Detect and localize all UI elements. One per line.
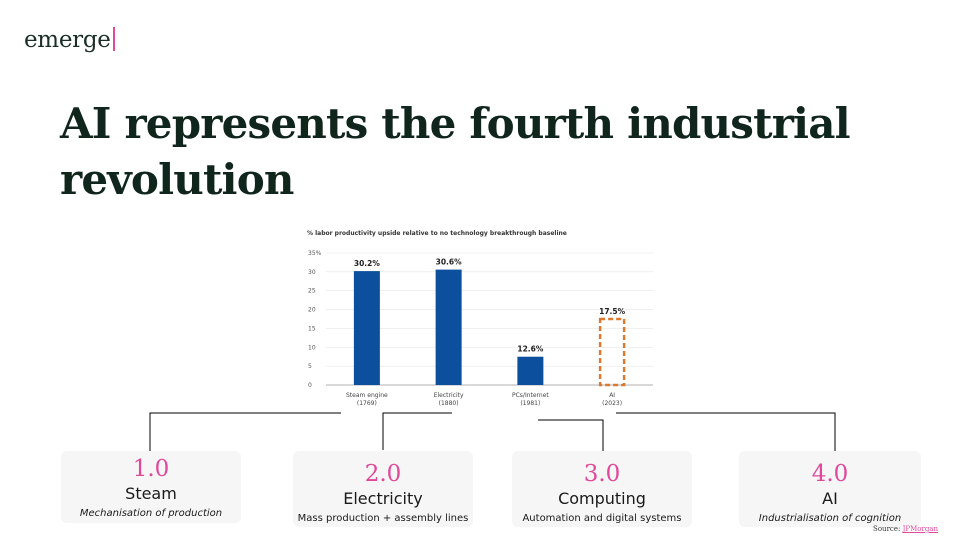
source-label: Source: xyxy=(873,525,901,533)
era-description: Mass production + assembly lines xyxy=(297,513,469,524)
era-number: 1.0 xyxy=(132,456,170,482)
data-label: 12.6% xyxy=(517,345,544,354)
brand-logo: emerge xyxy=(24,27,115,53)
source-note: Source: JPMorgan xyxy=(873,525,938,533)
x-tick-label: AI xyxy=(609,392,615,399)
era-name: AI xyxy=(822,489,838,508)
era-name: Steam xyxy=(125,484,177,503)
y-tick-label: 15 xyxy=(308,325,316,332)
era-name: Electricity xyxy=(343,489,423,508)
connector-computing xyxy=(538,419,604,453)
era-description: Automation and digital systems xyxy=(522,513,682,524)
page-title: AI represents the fourth industrial revo… xyxy=(60,99,851,204)
era-card-electricity: 2.0 Electricity Mass production + assemb… xyxy=(293,451,473,527)
y-tick-label: 35% xyxy=(308,250,322,257)
brand-logo-text: emerge xyxy=(24,27,111,53)
y-tick-label: 25 xyxy=(308,288,316,295)
era-number: 4.0 xyxy=(811,461,849,487)
bar xyxy=(353,271,380,385)
connector-ai xyxy=(616,412,836,455)
x-tick-label: Steam engine xyxy=(346,392,388,399)
era-card-ai: 4.0 AI Industrialisation of cognition xyxy=(739,451,921,527)
era-name: Computing xyxy=(558,489,646,508)
x-tick-year: (1880) xyxy=(439,400,459,407)
productivity-bar-chart: % labor productivity upside relative to … xyxy=(307,230,653,407)
x-tick-year: (1981) xyxy=(520,400,540,407)
bar xyxy=(435,269,462,385)
chart-title: % labor productivity upside relative to … xyxy=(307,230,567,237)
era-description: Industrialisation of cognition xyxy=(758,513,902,524)
source-link[interactable]: JPMorgan xyxy=(902,525,938,533)
x-tick-label: Electricity xyxy=(434,392,464,399)
data-label: 30.2% xyxy=(354,259,381,268)
y-tick-label: 5 xyxy=(308,363,312,370)
y-tick-label: 0 xyxy=(308,382,312,389)
x-tick-year: (1769) xyxy=(357,400,377,407)
era-card-steam: 1.0 Steam Mechanisation of production xyxy=(61,451,241,523)
x-tick-label: PCs/Internet xyxy=(512,392,549,399)
y-tick-label: 30 xyxy=(308,269,316,276)
era-description: Mechanisation of production xyxy=(79,508,223,519)
bar xyxy=(517,356,544,385)
connector-steam xyxy=(149,412,341,452)
data-label: 30.6% xyxy=(436,258,463,267)
data-label: 17.5% xyxy=(599,307,626,316)
x-tick-year: (2023) xyxy=(602,400,622,407)
era-number: 3.0 xyxy=(583,461,621,487)
y-tick-label: 20 xyxy=(308,307,316,314)
era-card-computing: 3.0 Computing Automation and digital sys… xyxy=(512,451,692,527)
connector-electricity xyxy=(382,412,452,450)
y-tick-label: 10 xyxy=(308,344,316,351)
bar-projected xyxy=(598,317,626,387)
era-number: 2.0 xyxy=(364,461,402,487)
logo-bar xyxy=(112,27,115,51)
